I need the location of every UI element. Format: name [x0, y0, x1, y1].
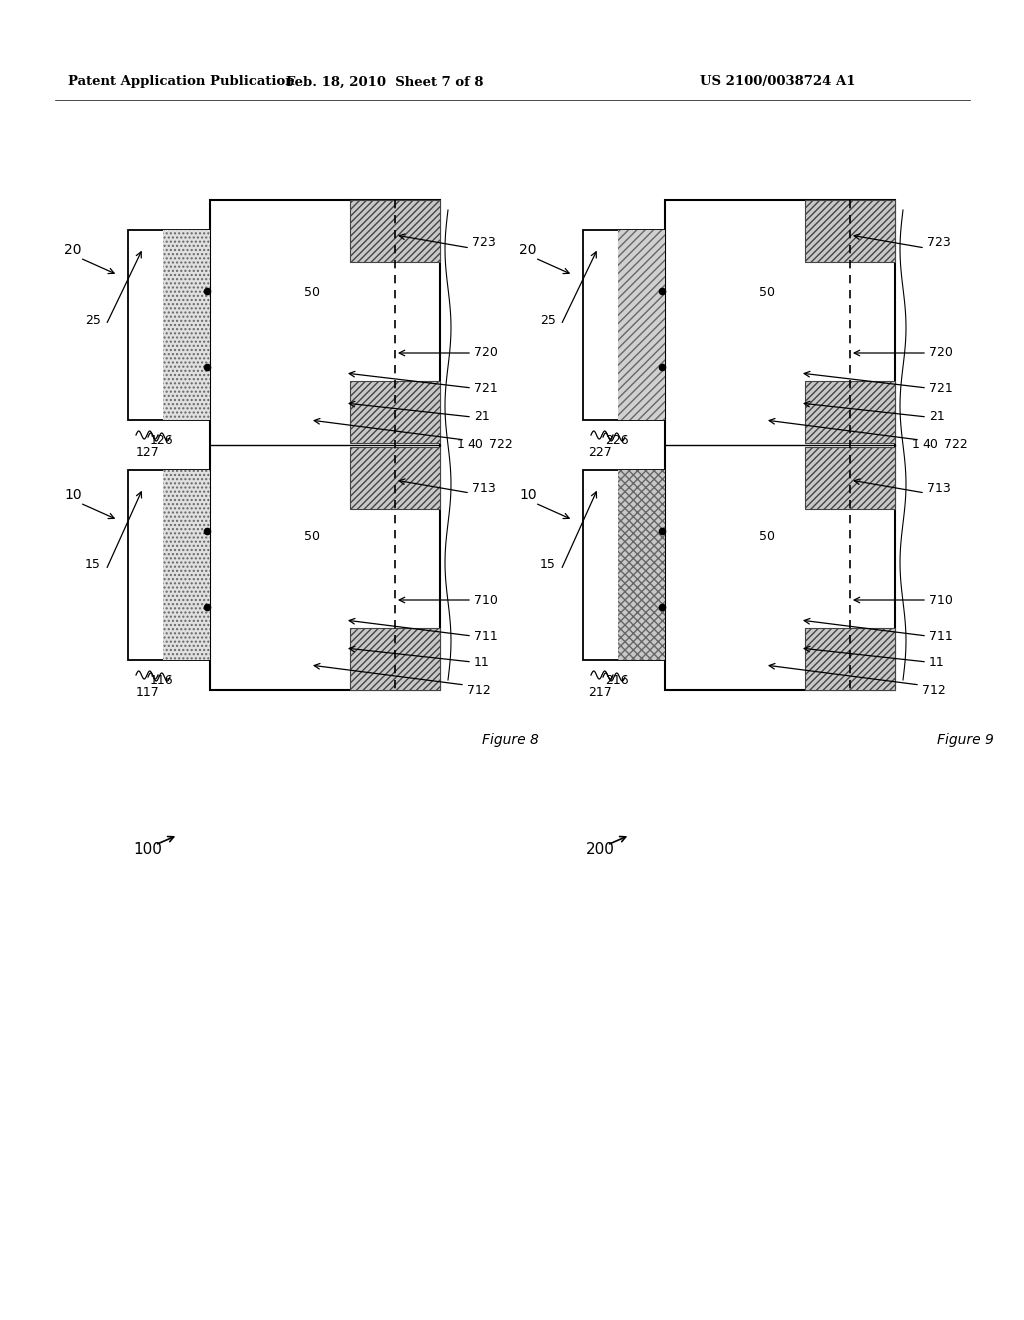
- Text: US 2100/0038724 A1: US 2100/0038724 A1: [700, 75, 855, 88]
- Text: 50: 50: [759, 531, 775, 544]
- Text: 25: 25: [540, 314, 556, 326]
- Text: 710: 710: [474, 594, 498, 606]
- Bar: [618, 230, 665, 420]
- Text: 11: 11: [929, 656, 945, 668]
- Text: 722: 722: [489, 438, 513, 451]
- Text: 10: 10: [519, 488, 537, 502]
- Text: 217: 217: [588, 685, 611, 698]
- Text: 21: 21: [474, 411, 489, 424]
- Bar: [583, 470, 665, 660]
- Bar: [350, 201, 440, 261]
- Text: 723: 723: [472, 236, 496, 249]
- Text: Figure 8: Figure 8: [481, 733, 539, 747]
- Bar: [805, 201, 895, 261]
- Text: 10: 10: [65, 488, 82, 502]
- Bar: [128, 470, 210, 660]
- Text: 721: 721: [929, 381, 952, 395]
- Bar: [805, 381, 895, 444]
- Text: 11: 11: [474, 656, 489, 668]
- Bar: [210, 201, 440, 690]
- Bar: [618, 470, 665, 660]
- Text: 117: 117: [136, 685, 160, 698]
- Text: 226: 226: [605, 433, 629, 446]
- Text: Patent Application Publication: Patent Application Publication: [68, 75, 295, 88]
- Text: 720: 720: [929, 346, 953, 359]
- Text: 15: 15: [85, 558, 101, 572]
- Bar: [805, 628, 895, 690]
- Text: 720: 720: [474, 346, 498, 359]
- Bar: [350, 381, 440, 444]
- Bar: [128, 230, 210, 420]
- Bar: [350, 447, 440, 510]
- Text: 100: 100: [133, 842, 163, 858]
- Text: 712: 712: [467, 684, 490, 697]
- Text: Feb. 18, 2010  Sheet 7 of 8: Feb. 18, 2010 Sheet 7 of 8: [287, 75, 483, 88]
- Text: 15: 15: [540, 558, 556, 572]
- Text: 50: 50: [304, 285, 319, 298]
- Bar: [350, 628, 440, 690]
- Text: 721: 721: [474, 381, 498, 395]
- Text: 20: 20: [65, 243, 82, 257]
- Text: 50: 50: [304, 531, 319, 544]
- Text: 116: 116: [150, 673, 174, 686]
- Text: 40: 40: [922, 438, 938, 451]
- Text: 127: 127: [136, 446, 160, 458]
- Text: 713: 713: [472, 482, 496, 495]
- Text: 25: 25: [85, 314, 101, 326]
- Text: 710: 710: [929, 594, 953, 606]
- Bar: [163, 230, 210, 420]
- Text: 722: 722: [944, 438, 968, 451]
- Bar: [163, 470, 210, 660]
- Bar: [665, 201, 895, 690]
- Text: 126: 126: [150, 433, 174, 446]
- Text: 1: 1: [457, 438, 465, 451]
- Text: 713: 713: [927, 482, 950, 495]
- Text: 712: 712: [922, 684, 946, 697]
- Text: Figure 9: Figure 9: [937, 733, 993, 747]
- Text: 200: 200: [586, 842, 614, 858]
- Text: 723: 723: [927, 236, 950, 249]
- Text: 711: 711: [929, 630, 952, 643]
- Text: 50: 50: [759, 285, 775, 298]
- Text: 40: 40: [467, 438, 483, 451]
- Text: 1: 1: [912, 438, 920, 451]
- Text: 20: 20: [519, 243, 537, 257]
- Text: 21: 21: [929, 411, 945, 424]
- Bar: [583, 230, 665, 420]
- Text: 227: 227: [588, 446, 611, 458]
- Text: 711: 711: [474, 630, 498, 643]
- Text: 216: 216: [605, 673, 629, 686]
- Bar: [805, 447, 895, 510]
